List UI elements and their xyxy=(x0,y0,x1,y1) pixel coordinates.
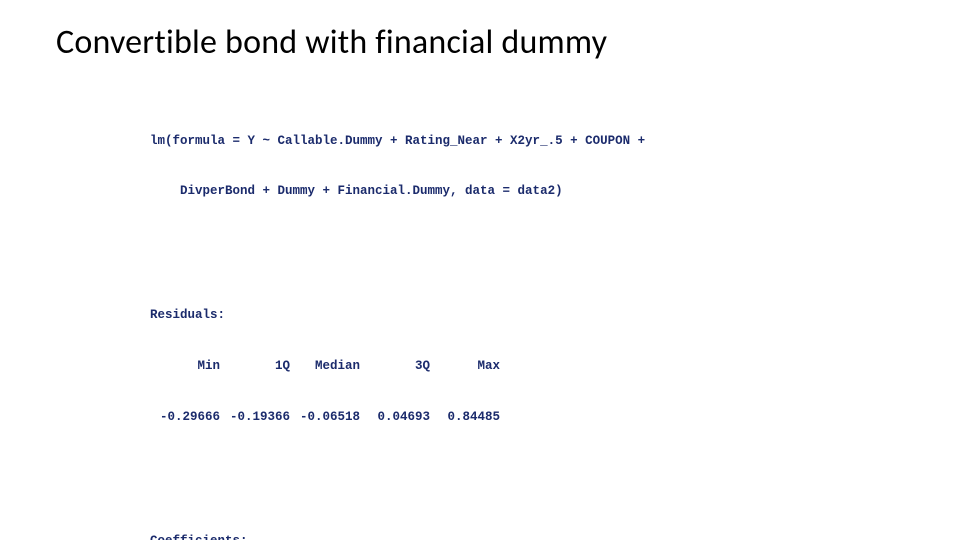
residual-min: -0.29666 xyxy=(150,409,220,426)
residuals-heading: Residuals: xyxy=(150,307,645,324)
coef-heading: Coefficients: xyxy=(150,533,645,540)
residual-label-q1: 1Q xyxy=(220,358,290,375)
slide: Convertible bond with financial dummy lm… xyxy=(0,0,960,540)
residuals-values: -0.29666-0.19366-0.065180.046930.84485 xyxy=(150,409,645,426)
residual-label-min: Min xyxy=(150,358,220,375)
formula-line: DivperBond + Dummy + Financial.Dummy, da… xyxy=(150,183,645,200)
residual-label-median: Median xyxy=(290,358,360,375)
residual-q3: 0.04693 xyxy=(360,409,430,426)
formula-line: lm(formula = Y ~ Callable.Dummy + Rating… xyxy=(150,133,645,150)
residual-label-q3: 3Q xyxy=(360,358,430,375)
residuals-header: Min1QMedian3QMax xyxy=(150,358,645,375)
residual-max: 0.84485 xyxy=(430,409,500,426)
residual-q1: -0.19366 xyxy=(220,409,290,426)
residual-label-max: Max xyxy=(430,358,500,375)
page-title: Convertible bond with financial dummy xyxy=(56,22,607,63)
residual-median: -0.06518 xyxy=(290,409,360,426)
r-output: lm(formula = Y ~ Callable.Dummy + Rating… xyxy=(150,82,645,540)
